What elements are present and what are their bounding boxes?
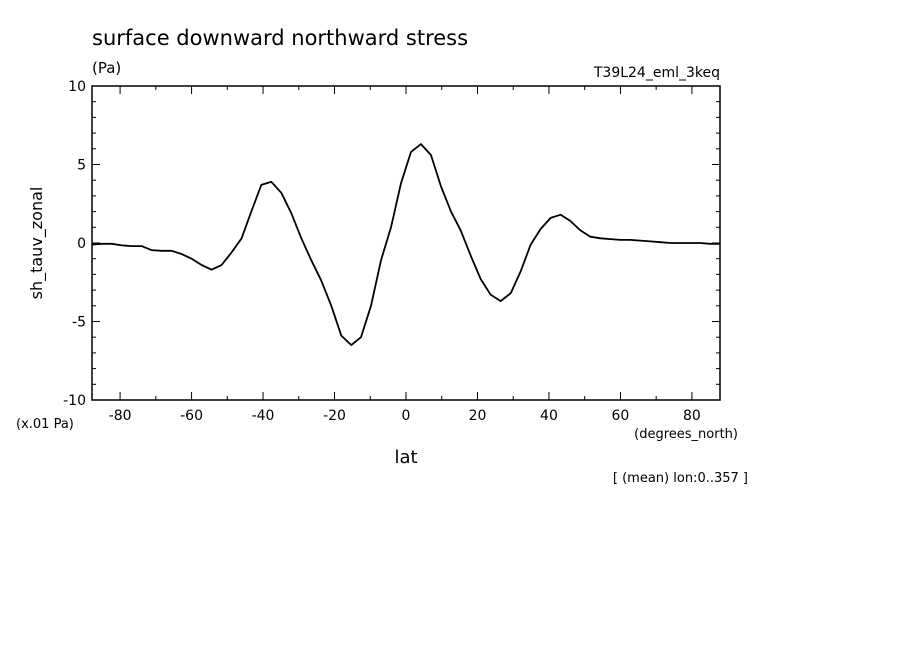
plot-frame: [91, 85, 721, 401]
y-axis-label: sh_tauv_zonal: [27, 187, 47, 300]
y-tick-label: 10: [68, 79, 86, 95]
y-tick-label: -5: [72, 315, 86, 331]
chart-title: surface downward northward stress: [92, 26, 468, 50]
x-tick-label: 60: [612, 408, 630, 424]
y-tick-label: 0: [77, 236, 86, 252]
series-line: [91, 143, 720, 346]
x-tick-labels: -80 -60 -40 -20 0 20 40 60 80: [109, 408, 701, 424]
x-axis-label: lat: [394, 447, 417, 468]
y-tick-label: 5: [77, 158, 86, 174]
chart-units: (Pa): [92, 59, 121, 77]
footer-note: [ (mean) lon:0..357 ]: [613, 471, 748, 486]
x-tick-label: -80: [109, 408, 132, 424]
x-tick-label: 20: [469, 408, 487, 424]
x-tick-label: -20: [323, 408, 346, 424]
y-scale-note: (x.01 Pa): [16, 417, 74, 432]
y-tick-labels: -10 -5 0 5 10: [63, 79, 86, 409]
y-tick-label: -10: [63, 393, 86, 409]
axis-ticks: [92, 85, 720, 401]
x-tick-label: 40: [540, 408, 558, 424]
run-label: T39L24_eml_3keq: [593, 65, 720, 81]
x-tick-label: -40: [252, 408, 275, 424]
x-tick-label: 0: [402, 408, 411, 424]
x-units-label: (degrees_north): [634, 427, 738, 442]
x-tick-label: -60: [180, 408, 203, 424]
x-tick-label: 80: [683, 408, 701, 424]
